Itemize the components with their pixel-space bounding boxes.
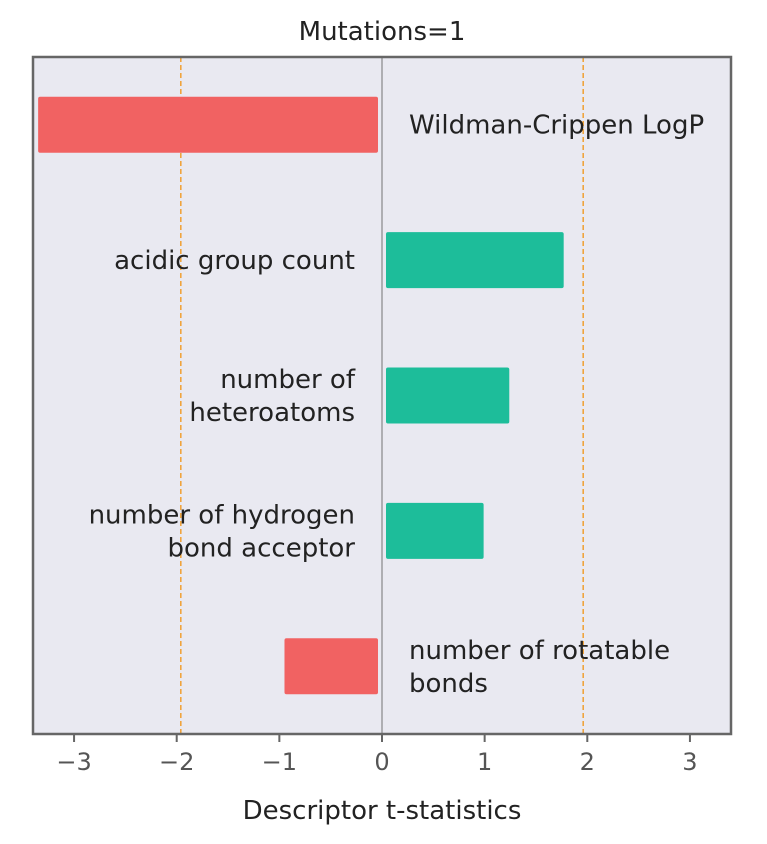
bar-label: number of hydrogen bond acceptor <box>89 500 356 563</box>
x-tick-label: 3 <box>682 748 697 776</box>
bar <box>38 96 378 153</box>
bar-label: number of rotatable bonds <box>409 636 670 699</box>
bar <box>386 367 510 424</box>
bar <box>386 502 484 559</box>
bar-label: acidic group count <box>114 246 355 276</box>
x-tick-label: −3 <box>56 748 91 776</box>
bar-label: number of heteroatoms <box>189 365 355 428</box>
chart-title: Mutations=1 <box>299 17 466 47</box>
x-tick-label: −1 <box>262 748 297 776</box>
bar <box>284 638 378 695</box>
x-tick-label: −2 <box>159 748 194 776</box>
bar-label: Wildman-Crippen LogP <box>409 111 704 141</box>
x-tick-label: 1 <box>477 748 492 776</box>
x-tick-label: 2 <box>580 748 595 776</box>
x-tick-label: 0 <box>374 748 389 776</box>
bar <box>386 232 564 289</box>
x-axis-label: Descriptor t-statistics <box>243 796 522 826</box>
